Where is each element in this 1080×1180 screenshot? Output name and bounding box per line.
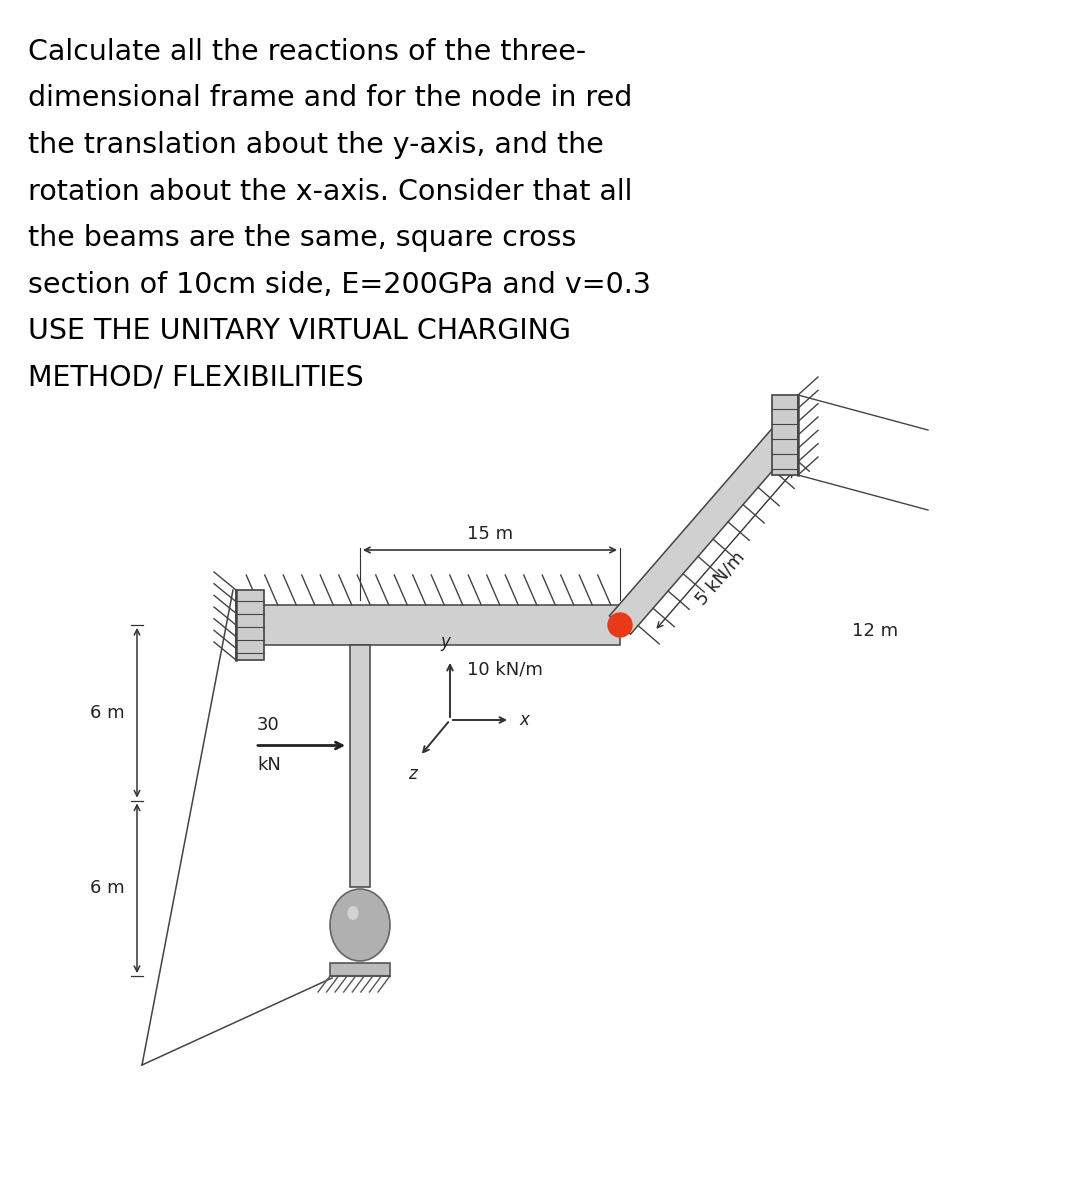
- Polygon shape: [350, 645, 370, 887]
- Ellipse shape: [348, 906, 359, 920]
- Text: 12 m: 12 m: [852, 622, 897, 640]
- Text: kN: kN: [257, 756, 281, 774]
- Text: Calculate all the reactions of the three-: Calculate all the reactions of the three…: [28, 38, 586, 66]
- Text: METHOD/ FLEXIBILITIES: METHOD/ FLEXIBILITIES: [28, 363, 364, 392]
- Text: 5 kN/m: 5 kN/m: [692, 549, 748, 609]
- Polygon shape: [772, 395, 798, 476]
- Polygon shape: [609, 426, 796, 634]
- Text: 6 m: 6 m: [91, 879, 125, 897]
- Polygon shape: [330, 963, 390, 976]
- Text: y: y: [440, 632, 450, 651]
- Text: 10 kN/m: 10 kN/m: [467, 660, 543, 678]
- Text: rotation about the x-axis. Consider that all: rotation about the x-axis. Consider that…: [28, 177, 633, 205]
- Text: the beams are the same, square cross: the beams are the same, square cross: [28, 224, 577, 253]
- Text: USE THE UNITARY VIRTUAL CHARGING: USE THE UNITARY VIRTUAL CHARGING: [28, 317, 571, 345]
- Polygon shape: [249, 605, 620, 645]
- Text: dimensional frame and for the node in red: dimensional frame and for the node in re…: [28, 85, 633, 112]
- Text: the translation about the y-axis, and the: the translation about the y-axis, and th…: [28, 131, 604, 159]
- Text: 15 m: 15 m: [467, 525, 513, 543]
- Text: 30: 30: [257, 716, 280, 734]
- Circle shape: [608, 612, 632, 637]
- Text: section of 10cm side, E=200GPa and v=0.3: section of 10cm side, E=200GPa and v=0.3: [28, 270, 651, 299]
- Polygon shape: [237, 590, 264, 660]
- Ellipse shape: [330, 889, 390, 961]
- Text: x: x: [519, 712, 529, 729]
- Text: z: z: [407, 765, 417, 784]
- Text: 6 m: 6 m: [91, 703, 125, 722]
